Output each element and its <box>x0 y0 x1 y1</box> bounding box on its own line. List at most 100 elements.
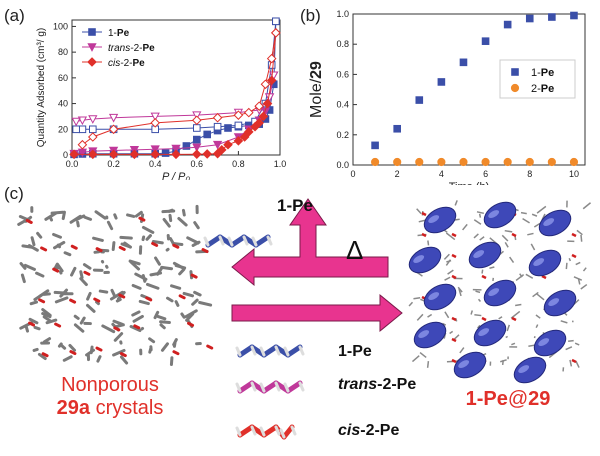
guest-molecule <box>423 283 457 311</box>
lattice-stick <box>28 317 39 325</box>
lattice-stick <box>82 263 92 270</box>
lattice-stick <box>457 286 463 293</box>
y-tick-label: 80 <box>58 47 68 57</box>
hydrogen <box>250 425 257 436</box>
lattice-stick <box>500 359 507 363</box>
series-2 <box>69 28 281 160</box>
legend-label: cis-2-Pe <box>108 58 145 69</box>
lattice-stick <box>37 352 47 361</box>
crystal-scheme: Δ <box>12 198 592 440</box>
lattice-stick <box>79 277 88 287</box>
panel-label-c: (c) <box>4 184 24 203</box>
lattice-stick <box>148 346 153 354</box>
nonporous-caption: Nonporous 29a crystals <box>56 374 164 419</box>
lattice-stick <box>478 213 482 218</box>
desorption-point <box>108 124 119 135</box>
desorption-point <box>272 17 280 26</box>
guest-molecule <box>513 356 547 384</box>
data-point <box>393 124 401 133</box>
lattice-stick <box>509 256 515 263</box>
guest-molecule <box>483 279 517 307</box>
lattice-stick <box>181 208 186 217</box>
lattice-stick <box>141 235 146 242</box>
oxygen-atom <box>206 344 214 350</box>
oxygen-atom <box>40 246 48 252</box>
guest-highlight <box>478 328 490 337</box>
y-tick-label: 0.2 <box>336 130 349 140</box>
lattice-stick <box>120 242 132 249</box>
hydrogen <box>218 235 225 246</box>
legend-cis-2-pe: cis-2-Pe <box>338 422 400 439</box>
desorption-point <box>192 111 202 121</box>
oxygen-atom <box>95 247 103 253</box>
lattice-stick <box>112 319 124 326</box>
hydrogen <box>298 381 305 392</box>
data-point <box>547 157 556 167</box>
legend-label: 1-Pe <box>108 28 130 39</box>
lattice-stick <box>36 231 43 239</box>
lattice-stick <box>411 355 420 363</box>
hydrogen <box>259 426 266 437</box>
lattice-stick <box>481 269 484 274</box>
adsorption-point <box>254 118 265 128</box>
oxygen-atom <box>421 211 427 217</box>
guest-highlight <box>548 298 560 307</box>
desorption-point <box>150 112 160 122</box>
x-tick-label: 1.0 <box>274 159 287 169</box>
desorption-point <box>77 139 88 150</box>
oxygen-atom <box>481 316 487 322</box>
lattice-stick <box>151 239 164 245</box>
lattice-stick <box>515 303 522 307</box>
oxygen-atom <box>113 326 121 332</box>
guest-molecule <box>473 319 507 347</box>
lattice-stick <box>498 316 503 320</box>
lattice-stick <box>68 343 77 352</box>
legend-marker <box>87 43 97 52</box>
y-tick-label: 0.8 <box>336 39 349 49</box>
lattice-stick <box>477 298 482 302</box>
desorption-point <box>88 115 98 124</box>
lattice-stick <box>177 216 188 227</box>
lattice-stick <box>445 232 456 241</box>
lattice-stick <box>515 274 525 282</box>
guest-highlight <box>533 258 545 267</box>
lattice-stick <box>191 240 201 247</box>
oxygen-atom <box>571 358 577 364</box>
lattice-stick <box>145 282 160 290</box>
lattice-stick <box>159 323 166 330</box>
lattice-stick <box>30 236 36 247</box>
lattice-stick <box>93 250 101 254</box>
lattice-stick <box>582 202 592 210</box>
oxygen-atom <box>54 322 62 328</box>
guest-molecule <box>543 289 577 317</box>
bond <box>253 234 271 248</box>
x-axis-label: Time (h) <box>449 181 490 185</box>
lattice-stick <box>50 210 65 215</box>
lattice-stick <box>79 270 84 280</box>
lattice-stick <box>52 232 62 239</box>
lattice-stick <box>568 257 572 262</box>
lattice-stick <box>148 337 156 344</box>
guest-molecule <box>538 209 572 237</box>
guest-highlight <box>428 292 440 301</box>
lattice-stick <box>575 261 581 266</box>
guest-highlight <box>518 365 530 374</box>
lattice-stick <box>131 310 141 317</box>
guest-highlight <box>543 218 555 227</box>
data-point <box>415 157 424 167</box>
desorption-point <box>193 124 201 132</box>
adsorption-point <box>182 142 191 150</box>
desorption-point <box>77 116 88 126</box>
oxygen-atom <box>451 232 457 238</box>
lattice-stick <box>505 335 508 339</box>
adsorption-point <box>69 149 79 160</box>
lattice-stick <box>501 234 509 242</box>
hydrogen <box>250 381 257 392</box>
lattice-stick <box>112 348 126 357</box>
adsorption-point <box>239 132 250 142</box>
x-tick-label: 0.0 <box>66 159 79 169</box>
hydrogen <box>259 382 266 393</box>
lattice-stick <box>178 267 186 276</box>
guest-molecule <box>413 321 447 349</box>
desorption-point <box>71 117 81 127</box>
